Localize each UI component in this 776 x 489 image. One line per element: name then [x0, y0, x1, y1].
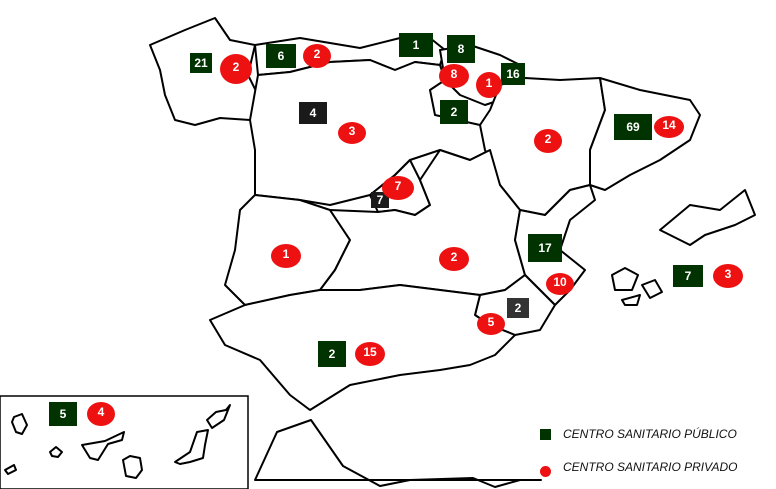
public-center-count: 16: [506, 67, 520, 81]
private-center-marker: [338, 122, 366, 144]
legend-private-label: CENTRO SANITARIO PRIVADO: [563, 459, 738, 474]
canary-islands: [4, 404, 231, 479]
region-menorca: [641, 279, 663, 299]
public-center-count: 69: [626, 120, 640, 134]
private-center-count: 1: [486, 76, 493, 90]
public-center-marker: [266, 44, 296, 68]
private-center-count: 14: [662, 118, 676, 132]
private-center-count: 2: [314, 47, 321, 61]
public-center-count: 1: [413, 38, 420, 52]
private-center-marker: [87, 402, 115, 426]
private-center-marker: [713, 264, 743, 288]
private-center-count: 3: [725, 267, 732, 281]
region-mallorca: [659, 189, 756, 246]
region-north-africa: [254, 419, 542, 488]
private-center-count: 4: [98, 405, 105, 419]
private-center-marker: [439, 64, 469, 88]
public-center-count: 6: [278, 49, 285, 63]
public-center-count: 2: [329, 347, 336, 361]
island-lanzarote: [206, 404, 231, 429]
private-center-count: 3: [349, 124, 356, 138]
private-center-marker: [220, 54, 252, 84]
public-center-count: 21: [194, 56, 208, 70]
legend-public-label: CENTRO SANITARIO PÚBLICO: [563, 427, 737, 441]
public-center-count: 2: [451, 105, 458, 119]
legend-circle-icon: [540, 466, 551, 477]
public-center-count: 7: [685, 269, 692, 283]
private-center-marker: [303, 44, 331, 68]
public-center-count: 7: [377, 193, 384, 207]
private-center-count: 5: [488, 315, 495, 329]
public-center-count: 2: [515, 301, 522, 315]
public-center-marker: [440, 100, 468, 124]
public-center-count: 4: [310, 106, 317, 120]
region-ibiza: [611, 267, 639, 291]
public-center-marker: [614, 114, 652, 140]
private-center-marker: [477, 313, 505, 335]
island-tenerife: [81, 431, 125, 461]
public-center-marker: [49, 402, 77, 426]
private-center-count: 10: [553, 275, 567, 289]
private-center-marker: [476, 72, 502, 98]
private-center-marker: [534, 129, 562, 153]
legend-square-icon: [540, 428, 551, 440]
island-el-hierro: [4, 464, 17, 475]
public-center-marker: [507, 298, 529, 318]
private-center-count: 15: [363, 345, 377, 359]
canarias-inset-frame: [0, 395, 249, 489]
island-la-gomera: [49, 446, 63, 458]
island-gran-canaria: [122, 455, 143, 479]
private-center-count: 2: [451, 250, 458, 264]
public-center-marker: [371, 192, 389, 208]
legend-private: CENTRO SANITARIO PRIVADO: [540, 456, 737, 477]
private-center-marker: [654, 116, 684, 138]
public-center-count: 17: [538, 241, 552, 255]
private-center-marker: [355, 342, 385, 366]
region-formentera: [621, 294, 641, 306]
private-center-count: 8: [451, 67, 458, 81]
public-center-marker: [528, 234, 562, 262]
private-center-marker: [382, 176, 414, 200]
private-center-marker: [271, 244, 301, 268]
legend-public: CENTRO SANITARIO PÚBLICO: [540, 427, 737, 441]
private-center-count: 2: [233, 60, 240, 74]
private-center-marker: [546, 273, 574, 295]
public-center-marker: [501, 63, 525, 85]
private-center-count: 1: [283, 247, 290, 261]
public-center-marker: [399, 33, 433, 57]
island-fuerteventura: [174, 429, 209, 465]
island-la-palma: [11, 413, 28, 435]
private-center-count: 2: [545, 132, 552, 146]
public-center-marker: [673, 265, 703, 287]
public-center-count: 5: [60, 407, 67, 421]
public-center-marker: [190, 53, 212, 73]
public-center-marker: [299, 102, 327, 124]
public-center-marker: [447, 35, 475, 63]
private-center-marker: [439, 247, 469, 271]
public-center-count: 8: [458, 42, 465, 56]
public-center-marker: [318, 341, 346, 367]
private-center-count: 7: [395, 179, 402, 193]
